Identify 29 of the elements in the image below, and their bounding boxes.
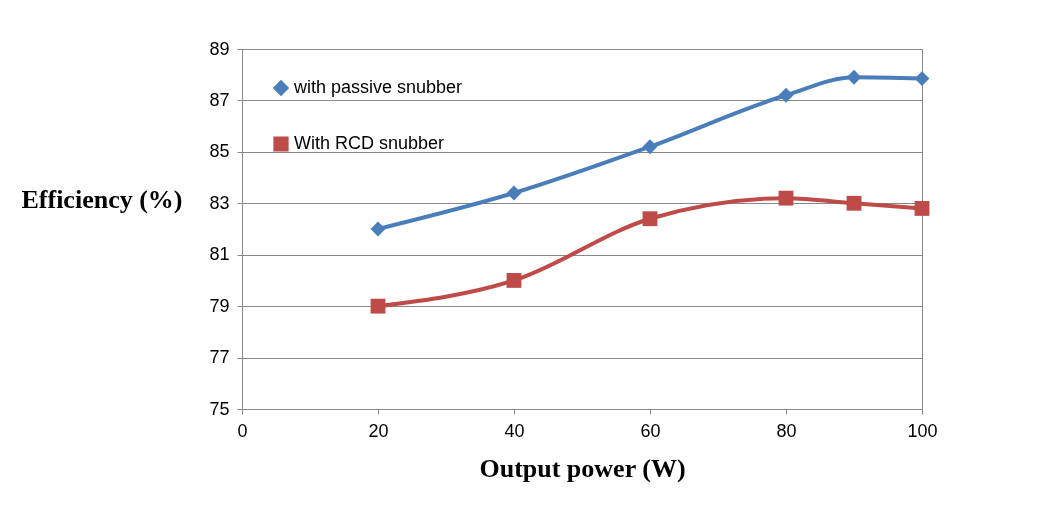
point: [778, 87, 794, 103]
x-tick-label: 0: [237, 420, 248, 441]
y-tick-label: 79: [209, 295, 230, 316]
legend-label: With RCD snubber: [294, 133, 445, 153]
point: [642, 211, 658, 227]
point: [370, 298, 386, 314]
legend-label: with passive snubber: [293, 77, 463, 97]
y-tick-label: 83: [209, 192, 230, 213]
y-axis-title: Efficiency (%): [21, 184, 183, 214]
point: [914, 201, 930, 216]
point: [642, 139, 658, 155]
x-tick-label: 20: [368, 420, 389, 441]
point: [370, 221, 386, 237]
point: [506, 273, 522, 288]
y-tick-label: 87: [209, 89, 230, 110]
point: [506, 185, 522, 201]
x-tick-label: 60: [640, 420, 661, 441]
y-tick-label: 85: [209, 141, 230, 162]
y-tick-label: 77: [209, 347, 230, 368]
x-tick-label: 100: [907, 420, 938, 441]
y-tick-label: 89: [209, 38, 230, 59]
point: [846, 69, 862, 85]
y-tick-label: 75: [209, 398, 230, 419]
point: [778, 190, 794, 206]
x-axis-title: Output power (W): [479, 453, 686, 483]
x-tick-label: 40: [504, 420, 525, 441]
point: [846, 195, 862, 211]
x-tick-label: 80: [776, 420, 797, 441]
y-tick-label: 81: [209, 244, 230, 265]
